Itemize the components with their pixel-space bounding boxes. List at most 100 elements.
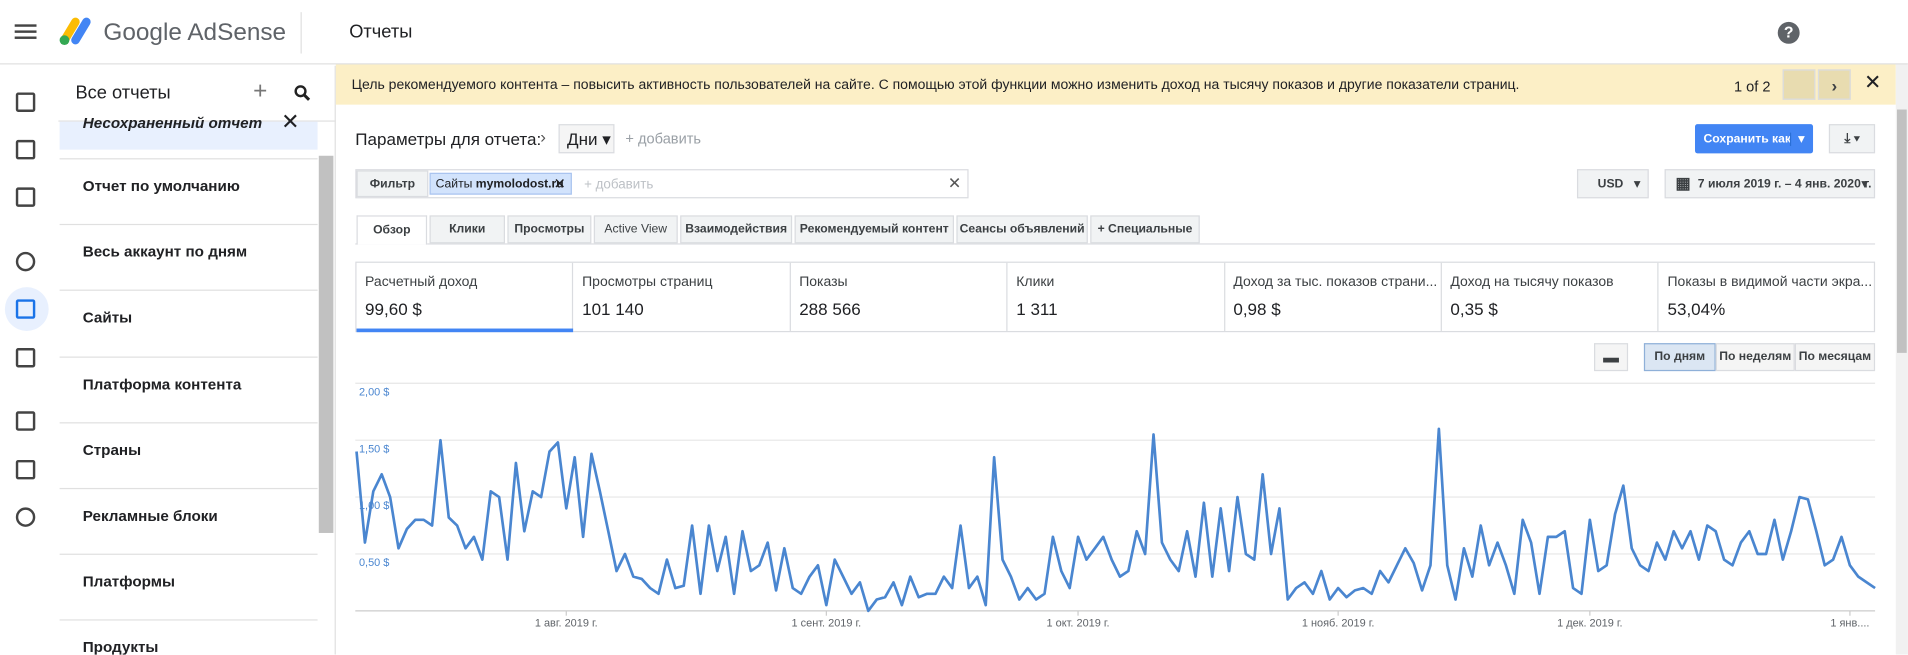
metric-value: 0,35 $ (1450, 299, 1498, 319)
report-item[interactable]: Платформы (82, 573, 175, 591)
arrow: ▾ (1634, 177, 1641, 191)
report-item[interactable]: Сайты (82, 309, 133, 327)
x-tick-label: 1 нояб. 2019 г. (1302, 618, 1375, 630)
divider (572, 262, 574, 331)
divider (1657, 262, 1659, 331)
tab[interactable]: Взаимодействия (680, 215, 793, 244)
divider (300, 12, 302, 54)
divider (1006, 262, 1008, 331)
nav-icon[interactable] (15, 92, 36, 112)
x-tick-label: 1 окт. 2019 г. (1047, 618, 1110, 630)
next-button[interactable]: › (1817, 69, 1851, 100)
menu-icon[interactable] (14, 22, 39, 41)
sidebar-title: Все отчеты (75, 82, 171, 104)
unsaved-bg (59, 121, 318, 150)
report-item[interactable]: Платформа контента (82, 375, 242, 393)
metric-value: 53,04% (1667, 299, 1726, 319)
filter-add[interactable]: + добавить (584, 177, 654, 193)
page-title: Отчеты (349, 21, 413, 43)
metric-label: Расчетный доход (365, 274, 478, 290)
report-item[interactable]: Несохраненный отчет (82, 114, 263, 132)
report-item[interactable]: Страны (82, 441, 142, 459)
tab[interactable]: Рекомендуемый контент (794, 215, 954, 244)
nav-icon[interactable] (15, 348, 36, 368)
product-name: Google AdSense (103, 19, 287, 47)
date-range: 7 июля 2019 г. – 4 янв. 2020 г. (1697, 177, 1872, 191)
nav-icon[interactable] (15, 411, 36, 431)
nav-icon[interactable] (15, 459, 36, 480)
metric-label: Показы в видимой части экра... (1667, 274, 1873, 290)
help-icon[interactable]: ? (1777, 21, 1800, 44)
currency: USD (1597, 177, 1624, 191)
y-tick-label: 1,00 $ (359, 500, 389, 512)
x-tick-label: 1 сент. 2019 г. (792, 618, 862, 630)
save-arrow: ▾ (1789, 132, 1805, 146)
add-report[interactable]: + (253, 77, 268, 105)
divider (59, 158, 318, 160)
chip-remove[interactable]: ✕ (553, 175, 566, 193)
tab[interactable]: + Специальные (1090, 215, 1200, 244)
pager: 1 of 2 (1733, 77, 1771, 95)
logo (59, 17, 91, 46)
nav-icon[interactable] (15, 251, 36, 272)
dimension-select[interactable]: Дни ▾ (558, 124, 615, 154)
divider (59, 619, 318, 622)
report-item[interactable]: Продукты (82, 639, 159, 655)
tab[interactable]: Клики (429, 215, 505, 244)
nav-icon[interactable] (15, 507, 36, 527)
date-select[interactable]: ▦ 7 июля 2019 г. – 4 янв. 2020 г. ▾ (1664, 169, 1876, 199)
divider (59, 487, 318, 490)
prev-button[interactable] (1782, 69, 1816, 100)
granularity-button[interactable]: По дням (1643, 343, 1716, 372)
arrow: ▾ (1861, 177, 1868, 191)
dimension: Дни (567, 128, 598, 149)
report-item[interactable]: Отчет по умолчанию (82, 177, 240, 195)
close-unsaved[interactable]: ✕ (281, 109, 300, 134)
tab[interactable]: Просмотры (507, 215, 592, 244)
chart: 0,50 $ 1,00 $ 1,50 $ 2,00 $ 1 авг. 2019 г. 1 … (355, 382, 1876, 630)
chip-value: mymolodost.ru (475, 177, 564, 192)
series-line (355, 427, 1876, 613)
metric-label: Просмотры страниц (582, 274, 713, 290)
top-bar (0, 0, 1908, 65)
save-button[interactable]: Сохранить как ▾ (1695, 124, 1814, 154)
nav-icon[interactable] (15, 139, 36, 160)
download-button[interactable]: ⤓ ▾ (1828, 124, 1876, 154)
search-icon[interactable] (294, 85, 311, 101)
sidebar (58, 65, 336, 655)
y-tick-label: 0,50 $ (359, 557, 389, 569)
tab[interactable]: Сеансы объявлений (956, 215, 1088, 244)
x-tick-label: 1 авг. 2019 г. (535, 618, 598, 630)
divider (789, 262, 791, 331)
nav-icon[interactable] (15, 187, 36, 207)
y-tick-label: 1,50 $ (359, 443, 389, 455)
metric-label: Показы (799, 274, 848, 290)
annotation-button[interactable]: ▬ (1594, 343, 1629, 372)
tabs-line (355, 243, 1876, 245)
divider (59, 553, 318, 556)
divider (58, 120, 336, 122)
filter-chip[interactable]: Сайты mymolodost.ru ✕ (429, 172, 572, 195)
granularity-button[interactable]: По неделям (1715, 343, 1795, 372)
tab[interactable]: Active View (593, 215, 678, 244)
x-tick-label: 1 янв.... (1830, 618, 1869, 630)
granularity-button[interactable]: По месяцам (1794, 343, 1876, 372)
params-label: Параметры для отчета: (355, 128, 542, 149)
metric-selected (356, 328, 574, 333)
nav-icon[interactable] (15, 299, 36, 319)
metric-value: 99,60 $ (365, 299, 422, 319)
metric-value: 0,98 $ (1233, 299, 1281, 319)
report-item[interactable]: Весь аккаунт по дням (82, 243, 248, 261)
save-label: Сохранить как (1703, 132, 1792, 146)
report-item[interactable]: Рекламные блоки (82, 507, 218, 525)
clear-filter[interactable]: ✕ (947, 174, 962, 193)
metric-value: 288 566 (799, 299, 861, 319)
divider (59, 290, 318, 292)
currency-select[interactable]: USD ▾ (1576, 169, 1649, 199)
close-banner[interactable]: ✕ (1864, 70, 1882, 94)
filter-label: Фильтр (356, 170, 429, 198)
add-dimension[interactable]: + добавить (625, 130, 702, 148)
tab[interactable]: Обзор (356, 215, 428, 245)
filter-box (355, 169, 969, 199)
